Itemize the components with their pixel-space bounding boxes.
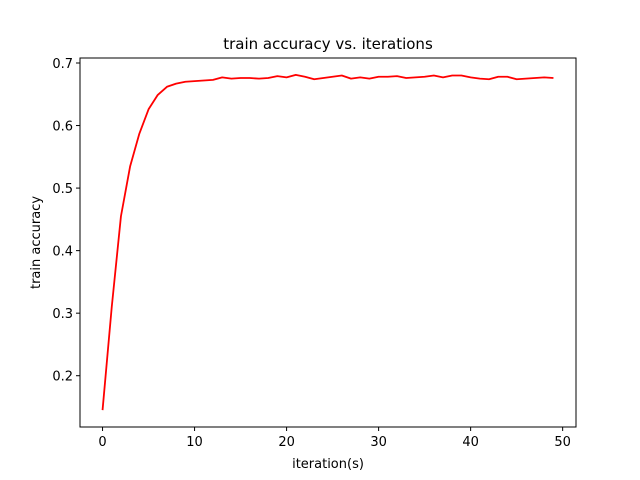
y-tick-label: 0.3 bbox=[52, 307, 73, 322]
y-axis-label: train accuracy bbox=[29, 196, 44, 289]
y-tick-label: 0.5 bbox=[52, 182, 73, 197]
y-tick-label: 0.7 bbox=[52, 57, 73, 72]
x-tick-label: 50 bbox=[554, 435, 571, 450]
x-tick-label: 20 bbox=[278, 435, 295, 450]
x-axis-label: iteration(s) bbox=[292, 457, 364, 472]
plot-frame bbox=[79, 57, 577, 428]
chart-title: train accuracy vs. iterations bbox=[223, 35, 433, 53]
x-tick-label: 40 bbox=[462, 435, 479, 450]
x-tick-label: 30 bbox=[370, 435, 387, 450]
x-tick-label: 0 bbox=[98, 435, 106, 450]
y-tick-label: 0.2 bbox=[52, 370, 73, 385]
series-line-0 bbox=[101, 73, 554, 411]
x-tick-label: 10 bbox=[186, 435, 203, 450]
y-tick-label: 0.4 bbox=[52, 245, 73, 260]
y-tick-label: 0.6 bbox=[52, 120, 73, 135]
